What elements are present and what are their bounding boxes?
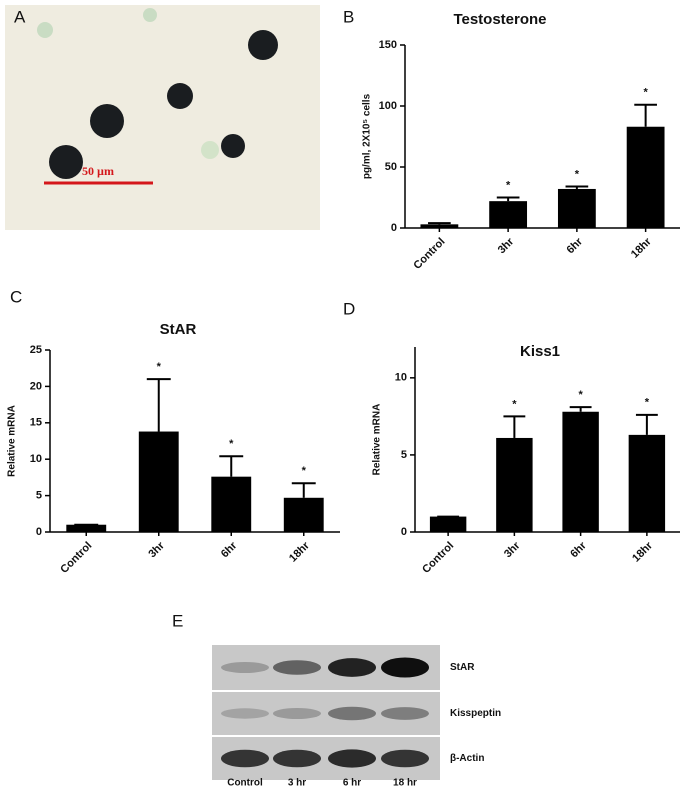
y-tick-label: 5 — [401, 449, 407, 461]
chart-title: StAR — [160, 321, 197, 338]
cell — [167, 83, 193, 109]
blot-band — [221, 662, 269, 673]
blot-lane-label: 18 hr — [393, 778, 417, 789]
bar — [283, 497, 324, 532]
blot-band — [328, 706, 376, 721]
y-tick-label: 15 — [30, 417, 42, 429]
y-tick-label: 150 — [379, 39, 397, 51]
chart-title: Kiss1 — [520, 343, 560, 360]
panel-letter: D — [343, 299, 355, 318]
significance-mark: * — [578, 389, 583, 401]
chart-title: Testosterone — [453, 11, 546, 28]
y-axis-label: Relative mRNA — [7, 405, 18, 477]
y-axis-label: pg/ml, 2X10⁵ cells — [362, 93, 373, 179]
western-blot: E StAR Kisspeptin β-Actin Control 3 hr 6 hr 18… — [172, 611, 501, 788]
y-tick-label: 50 — [385, 161, 397, 173]
blot-row-label: StAR — [450, 662, 475, 673]
significance-mark: * — [157, 361, 162, 373]
scale-bar-label: 50 µm — [82, 164, 114, 178]
panel-letter: A — [14, 7, 26, 26]
cell — [221, 134, 245, 158]
debris — [37, 22, 53, 38]
blot-band — [328, 658, 376, 677]
y-tick-label: 20 — [30, 380, 42, 392]
blot-lane-label: Control — [227, 778, 263, 789]
bar — [562, 411, 599, 532]
blot-row-label: Kisspeptin — [450, 708, 501, 719]
blot-lane-label: 3 hr — [288, 778, 306, 789]
cell — [248, 30, 278, 60]
y-tick-label: 10 — [395, 372, 407, 384]
y-tick-label: 0 — [391, 222, 397, 234]
bar — [66, 524, 107, 532]
panel-letter: E — [172, 611, 183, 630]
bar — [138, 431, 179, 532]
y-tick-label: 100 — [379, 100, 397, 112]
debris — [143, 8, 157, 22]
blot-band — [381, 707, 429, 720]
significance-mark: * — [645, 397, 650, 409]
bar — [420, 224, 459, 228]
bar — [557, 188, 596, 228]
blot-band — [273, 708, 321, 719]
significance-mark: * — [229, 438, 234, 450]
bar — [496, 437, 533, 532]
bar — [628, 434, 666, 532]
y-tick-label: 0 — [36, 526, 42, 538]
y-tick-label: 25 — [30, 344, 42, 356]
bar — [489, 201, 528, 228]
significance-mark: * — [506, 179, 511, 191]
blot-band — [273, 749, 321, 768]
blot-band — [273, 660, 321, 675]
blot-band — [221, 708, 269, 719]
y-tick-label: 0 — [401, 526, 407, 538]
significance-mark: * — [643, 87, 648, 99]
blot-band — [221, 749, 269, 768]
y-axis-label: Relative mRNA — [372, 404, 383, 476]
panel-letter: C — [10, 287, 22, 306]
significance-mark: * — [512, 398, 517, 410]
panel-letter: B — [343, 7, 354, 26]
blot-row-label: β-Actin — [450, 753, 484, 764]
significance-mark: * — [302, 465, 307, 477]
cell — [90, 104, 124, 138]
blot-strip — [212, 692, 440, 735]
blot-band — [328, 749, 376, 768]
blot-band — [381, 657, 429, 678]
blot-lane-label: 6 hr — [343, 778, 361, 789]
debris — [201, 141, 219, 159]
blot-band — [381, 749, 429, 768]
bar — [626, 126, 665, 228]
cell — [49, 145, 83, 179]
bar — [429, 516, 467, 532]
micrograph: 50 µm A — [5, 5, 320, 230]
y-tick-label: 10 — [30, 453, 42, 465]
bar — [211, 476, 252, 532]
significance-mark: * — [575, 168, 580, 180]
y-tick-label: 5 — [36, 490, 42, 502]
